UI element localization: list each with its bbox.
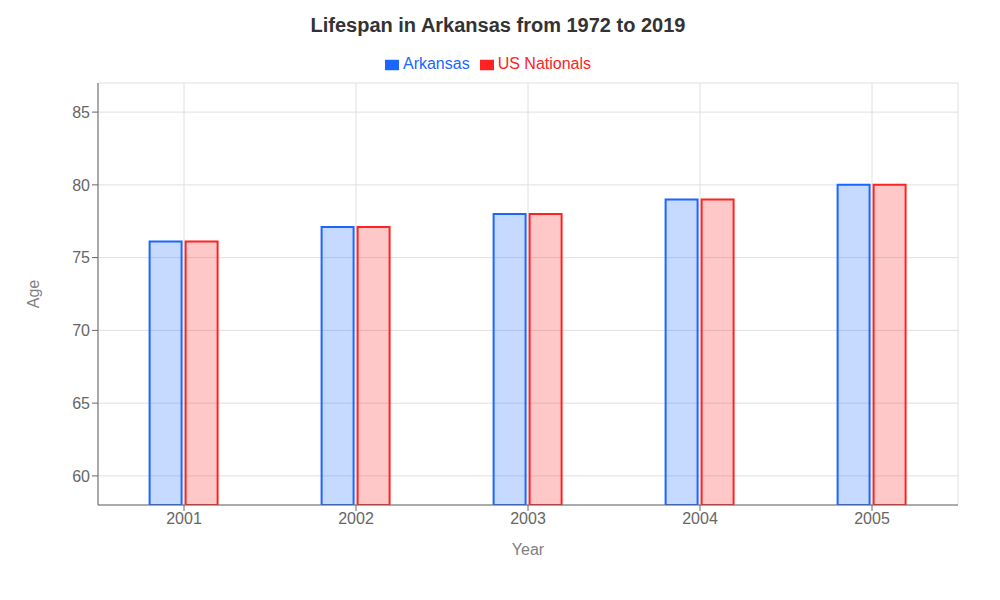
svg-text:2002: 2002 <box>338 510 374 527</box>
html-text:Arkansas: Arkansas <box>403 55 470 72</box>
svg-text:85: 85 <box>72 104 90 121</box>
svg-text:2005: 2005 <box>854 510 890 527</box>
html-text:Lifespan in Arkansas from 1972: Lifespan in Arkansas from 1972 to 2019 <box>310 14 686 36</box>
svg-text:Age: Age <box>25 280 42 309</box>
svg-text:70: 70 <box>72 322 90 339</box>
svg-text:2001: 2001 <box>166 510 202 527</box>
svg-text:75: 75 <box>72 249 90 266</box>
svg-text:Year: Year <box>512 541 545 558</box>
svg-text:65: 65 <box>72 395 90 412</box>
svg-text:60: 60 <box>72 468 90 485</box>
svg-text:80: 80 <box>72 177 90 194</box>
svg-text:2003: 2003 <box>510 510 546 527</box>
html-text:US Nationals: US Nationals <box>497 55 591 72</box>
svg-text:2004: 2004 <box>682 510 718 527</box>
